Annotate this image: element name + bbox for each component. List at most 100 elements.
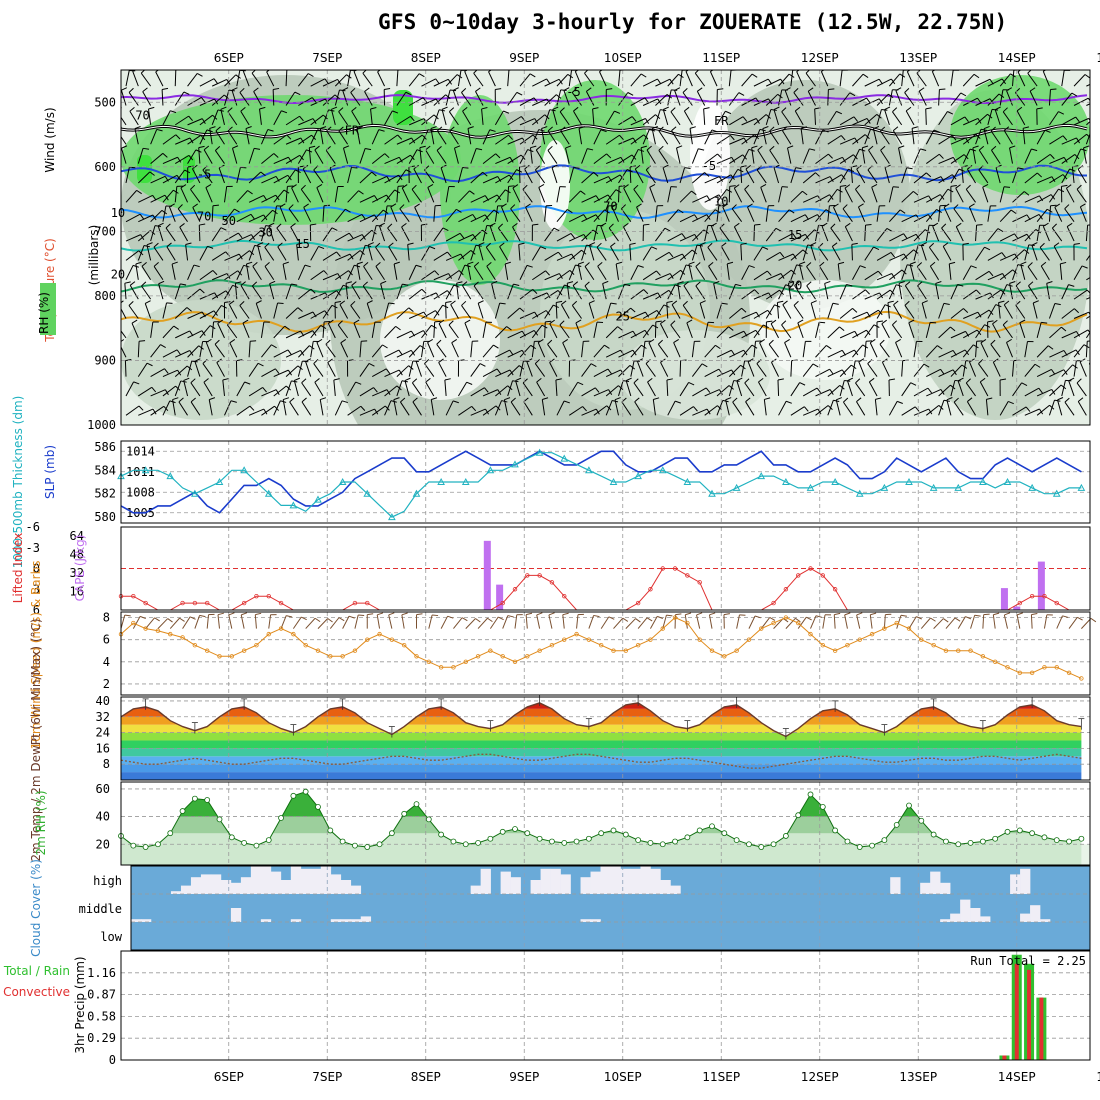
wind-barb [187,345,200,358]
wind-barb-flag [812,363,819,368]
wind-barb-flag [881,319,887,325]
wind-barb [581,341,584,358]
rh-marker [376,841,383,848]
wind-barb [399,401,410,416]
wind-barb [512,187,521,203]
wind-barb [827,111,837,126]
wind-barb [827,205,830,222]
wind-barb [814,108,816,125]
wind-barb-flag [290,223,296,228]
wind-barb [992,361,1001,377]
wind-barb [1012,214,1028,223]
wind-barb-flag [162,152,168,158]
wind-barb [856,614,861,629]
rh-shading [540,140,570,230]
wind-barb-flag [469,190,475,195]
contour-label: 30 [258,226,272,240]
wind-barb-flag [836,110,843,115]
wind-barb [708,614,713,629]
wind-barb-flag [691,190,697,196]
wind-barb [707,247,718,261]
wind-barb-flag [1023,191,1030,196]
wind-barb [765,205,769,222]
cloud-bar [530,880,541,894]
wind-barb-flag [829,368,834,375]
wind-barb [158,283,164,300]
wind-speed-marker [291,631,296,637]
wind-barb-flag [245,126,252,130]
wind-barb [531,246,541,261]
wind-barb [679,382,690,397]
wind-barb [679,233,695,242]
wind-barb-flag [547,339,553,345]
wind-barb [224,208,235,222]
wind-barb-flag [599,70,603,73]
wind-barb [850,166,853,183]
cloud-bar [320,866,332,894]
wind-barb-flag [927,387,933,394]
wind-barb [998,302,1001,319]
wind-barb [384,189,396,203]
wind-barb [784,90,792,106]
wind-barb [962,360,967,377]
wind-barb-flag [903,233,908,239]
wind-barb [962,74,975,87]
wind-barb [211,273,228,281]
wind-barb-flag [645,311,650,318]
wind-barb [285,115,300,126]
wind-barb [569,234,585,242]
wind-barb [351,110,361,126]
wind-barb [519,360,524,377]
wind-barb-flag [390,203,397,208]
wind-barb [1049,111,1059,126]
wind-speed-marker [438,665,444,670]
wind-barb-flag [348,232,354,239]
wind-barb [962,265,972,281]
wind-barb [1024,363,1036,377]
wind-barb-flag [994,106,1001,111]
wind-barb [728,169,739,184]
wind-barb [209,128,213,145]
wind-barb-flag [1039,242,1045,248]
date-tick-bottom: 10SEP [604,1070,642,1084]
wind-barb-flag [424,359,430,364]
wind-barb-flag [821,222,828,227]
cloud-level-label: middle [79,902,122,916]
wind-barb-flag [259,106,266,110]
wind-barb [175,137,191,145]
wind-barb [525,206,533,222]
wind-barb [227,130,238,145]
wind-barb [356,263,361,280]
wind-barb-flag [829,176,834,182]
wind-barb [778,73,790,87]
wind-barb [495,326,507,339]
wind-barb [218,167,225,184]
y-tick-label-left: -3 [26,541,40,555]
wind-barb [1073,117,1089,126]
wind-barb [396,365,409,377]
wind-barb [456,283,459,300]
wind-barb [242,71,250,87]
wind-barb-flag [572,300,578,306]
wind-barb [928,247,940,261]
wind-barb [187,288,201,300]
wind-barb [211,227,222,242]
wind-barb [399,208,410,222]
wind-barb [667,209,679,223]
wind-barb [904,305,915,319]
wind-barb [162,156,178,165]
wind-barb-flag [286,615,293,618]
wind-barb [957,380,964,397]
wind-barb [314,149,324,164]
wind-barb [380,283,386,300]
wind-barb [236,405,251,416]
wind-barb [852,289,866,300]
wind-barb [396,115,411,126]
wind-barb [605,400,613,416]
wind-barb [741,118,757,126]
wind-barb [427,187,435,203]
wind-barb-flag [828,88,835,91]
wind-barb [507,92,518,106]
wind-barb [273,349,289,358]
wind-barb [1024,195,1040,203]
